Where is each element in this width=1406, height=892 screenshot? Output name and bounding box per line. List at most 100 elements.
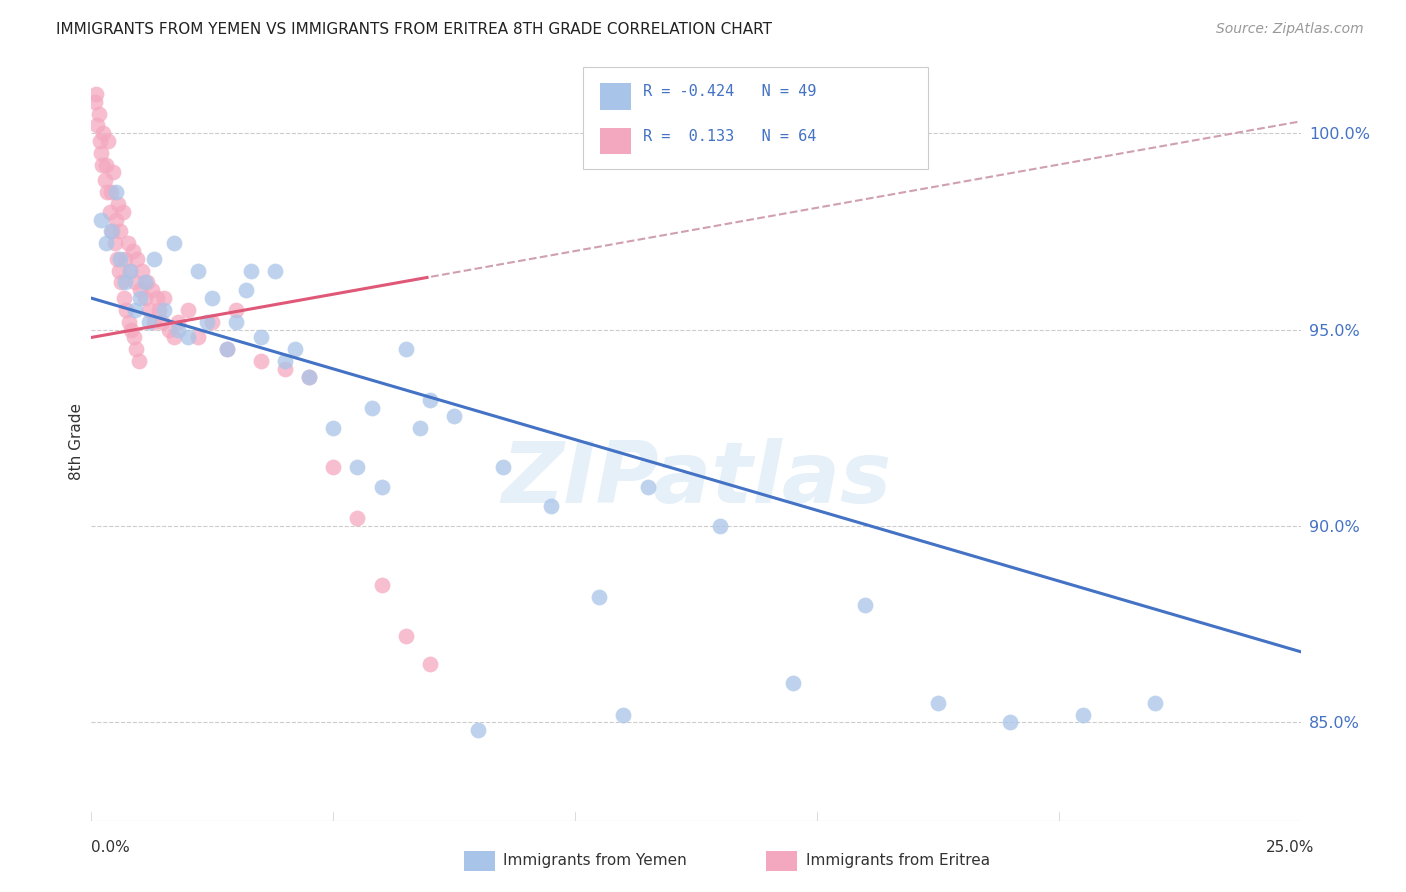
Point — [120, 322, 142, 336]
Point — [108, 263, 131, 277]
Point — [131, 263, 153, 277]
Point — [124, 276, 146, 290]
Point — [91, 158, 114, 172]
Point — [853, 598, 876, 612]
Point — [249, 330, 271, 344]
Point — [150, 315, 173, 329]
Point — [187, 263, 209, 277]
Point — [637, 480, 659, 494]
Point — [177, 302, 200, 317]
Point — [100, 185, 122, 199]
Point — [167, 322, 190, 336]
Point — [86, 118, 108, 132]
Point — [107, 197, 129, 211]
Point — [87, 106, 110, 120]
Point — [419, 657, 441, 671]
Point — [121, 244, 143, 258]
Point — [111, 204, 134, 219]
Point — [90, 145, 112, 160]
Point — [162, 330, 184, 344]
Point — [540, 500, 562, 514]
Point — [117, 236, 139, 251]
Point — [94, 236, 117, 251]
Point — [145, 291, 167, 305]
Text: R =  0.133   N = 64: R = 0.133 N = 64 — [643, 129, 815, 144]
Point — [491, 460, 513, 475]
Point — [782, 676, 804, 690]
Point — [346, 511, 368, 525]
Point — [148, 302, 170, 317]
Point — [110, 224, 132, 238]
Point — [346, 460, 368, 475]
Point — [96, 185, 118, 199]
Point — [93, 126, 115, 140]
Point — [125, 343, 148, 357]
Point — [104, 212, 127, 227]
Point — [709, 519, 731, 533]
Point — [361, 401, 384, 416]
Point — [136, 276, 159, 290]
Point — [84, 95, 107, 109]
Text: Source: ZipAtlas.com: Source: ZipAtlas.com — [1216, 22, 1364, 37]
Point — [114, 276, 136, 290]
Point — [1144, 696, 1167, 710]
Point — [274, 354, 297, 368]
Point — [104, 185, 127, 199]
Point — [89, 134, 111, 148]
Point — [138, 315, 160, 329]
Point — [118, 315, 141, 329]
Point — [101, 165, 124, 179]
Point — [409, 421, 432, 435]
Point — [249, 354, 271, 368]
Point — [264, 263, 287, 277]
Point — [84, 87, 107, 101]
Point — [120, 263, 142, 277]
Point — [143, 252, 166, 266]
Point — [94, 173, 117, 187]
Point — [157, 322, 180, 336]
Point — [128, 291, 150, 305]
Point — [201, 291, 224, 305]
Point — [104, 236, 127, 251]
Point — [274, 362, 297, 376]
Text: 0.0%: 0.0% — [91, 839, 131, 855]
Point — [322, 421, 344, 435]
Point — [1071, 707, 1094, 722]
Y-axis label: 8th Grade: 8th Grade — [69, 403, 84, 480]
Point — [153, 302, 176, 317]
Point — [128, 354, 150, 368]
Text: ZIPatlas: ZIPatlas — [501, 438, 891, 521]
Point — [225, 315, 247, 329]
Point — [153, 291, 176, 305]
Point — [419, 393, 441, 408]
Point — [370, 480, 392, 494]
Point — [197, 315, 219, 329]
Point — [128, 283, 150, 297]
Text: R = -0.424   N = 49: R = -0.424 N = 49 — [643, 85, 815, 99]
Point — [927, 696, 949, 710]
Point — [143, 315, 166, 329]
Point — [588, 590, 610, 604]
Point — [120, 263, 142, 277]
Point — [110, 276, 132, 290]
Point — [201, 315, 224, 329]
Point — [115, 302, 138, 317]
Point — [283, 343, 305, 357]
Point — [612, 707, 634, 722]
Point — [215, 343, 238, 357]
Point — [90, 212, 112, 227]
Point — [138, 302, 160, 317]
Point — [235, 283, 257, 297]
Point — [443, 409, 465, 423]
Point — [177, 330, 200, 344]
Point — [298, 369, 321, 384]
Point — [94, 158, 117, 172]
Text: 25.0%: 25.0% — [1267, 839, 1315, 855]
Point — [97, 134, 120, 148]
Point — [395, 629, 418, 643]
Point — [395, 343, 418, 357]
Point — [167, 315, 190, 329]
Point — [110, 252, 132, 266]
Point — [100, 224, 122, 238]
Text: Immigrants from Eritrea: Immigrants from Eritrea — [806, 854, 990, 868]
